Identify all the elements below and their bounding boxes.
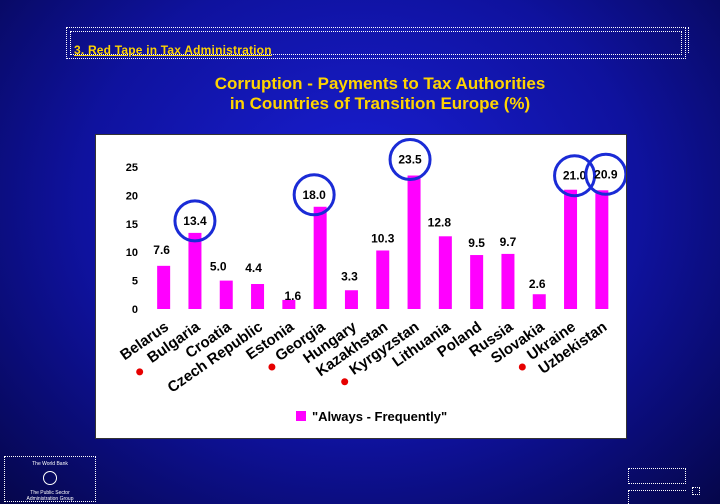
data-label: 2.6 — [529, 277, 546, 291]
data-label: 4.4 — [245, 261, 262, 275]
logo-line3: Administration Group — [26, 496, 74, 502]
y-tick-label: 10 — [126, 247, 138, 259]
chart-title-line1: Corruption - Payments to Tax Authorities — [214, 74, 546, 93]
bar — [219, 280, 233, 309]
bar — [282, 299, 296, 309]
y-tick-label: 20 — [126, 190, 138, 202]
chart-title-line2: in Countries of Transition Europe (%) — [229, 94, 531, 113]
section-label: 3. Red Tape in Tax Administration — [74, 43, 272, 57]
data-label: 21.0 — [563, 169, 587, 183]
bar-chart: 05101520257.6Belarus13.4Bulgaria5.0Croat… — [117, 138, 626, 424]
y-tick-label: 5 — [132, 276, 138, 288]
globe-icon — [43, 471, 57, 485]
data-label: 12.8 — [428, 215, 452, 229]
highlight-circle — [388, 138, 432, 182]
nav-frame-bottom — [628, 490, 686, 504]
bar — [376, 250, 390, 309]
world-bank-logo: The World Bank The Public Sector Adminis… — [4, 456, 96, 502]
bar — [344, 290, 358, 309]
data-label: 9.7 — [500, 235, 517, 249]
highlight-circle — [173, 199, 217, 243]
data-label: 18.0 — [302, 188, 326, 202]
bar — [157, 265, 171, 309]
highlight-circle — [584, 152, 626, 196]
legend-swatch — [296, 411, 306, 421]
bar — [251, 284, 265, 309]
bar — [532, 294, 546, 309]
bar — [564, 189, 578, 309]
y-tick-label: 0 — [132, 304, 138, 316]
country-marker — [341, 378, 349, 386]
bar — [407, 175, 421, 309]
header-frame-inner — [70, 31, 682, 55]
bar — [313, 206, 327, 309]
nav-marker-icon — [692, 487, 700, 495]
logo-line1: The World Bank — [32, 461, 68, 467]
data-label: 13.4 — [183, 214, 207, 228]
data-label: 5.0 — [210, 260, 227, 274]
y-tick-label: 15 — [126, 219, 138, 231]
data-label: 9.5 — [468, 236, 485, 250]
bar — [188, 232, 202, 309]
country-marker — [268, 363, 276, 371]
legend-label: "Always - Frequently" — [312, 409, 447, 424]
bar — [501, 253, 515, 309]
y-tick-label: 25 — [126, 162, 138, 174]
logo-line2: The Public Sector — [30, 490, 70, 496]
highlight-circle — [292, 173, 336, 217]
header-frame — [66, 27, 686, 59]
bar — [470, 255, 484, 309]
data-label: 7.6 — [153, 243, 170, 257]
data-label: 23.5 — [398, 153, 422, 167]
data-label: 3.3 — [341, 269, 358, 283]
header-frame-bar — [688, 27, 691, 53]
country-marker — [518, 363, 526, 371]
data-label: 1.6 — [285, 289, 302, 303]
highlight-circle — [553, 154, 597, 198]
data-label: 10.3 — [371, 231, 395, 245]
bar — [438, 236, 452, 309]
chart-panel: 0 5 10 15 20 25 7.6 Belarus 13.4 Bulgaria 5.0 Croat… — [95, 134, 627, 439]
data-label: 20.9 — [594, 167, 618, 181]
country-marker — [136, 368, 144, 376]
nav-frame-top — [628, 468, 686, 484]
bar — [595, 190, 609, 309]
